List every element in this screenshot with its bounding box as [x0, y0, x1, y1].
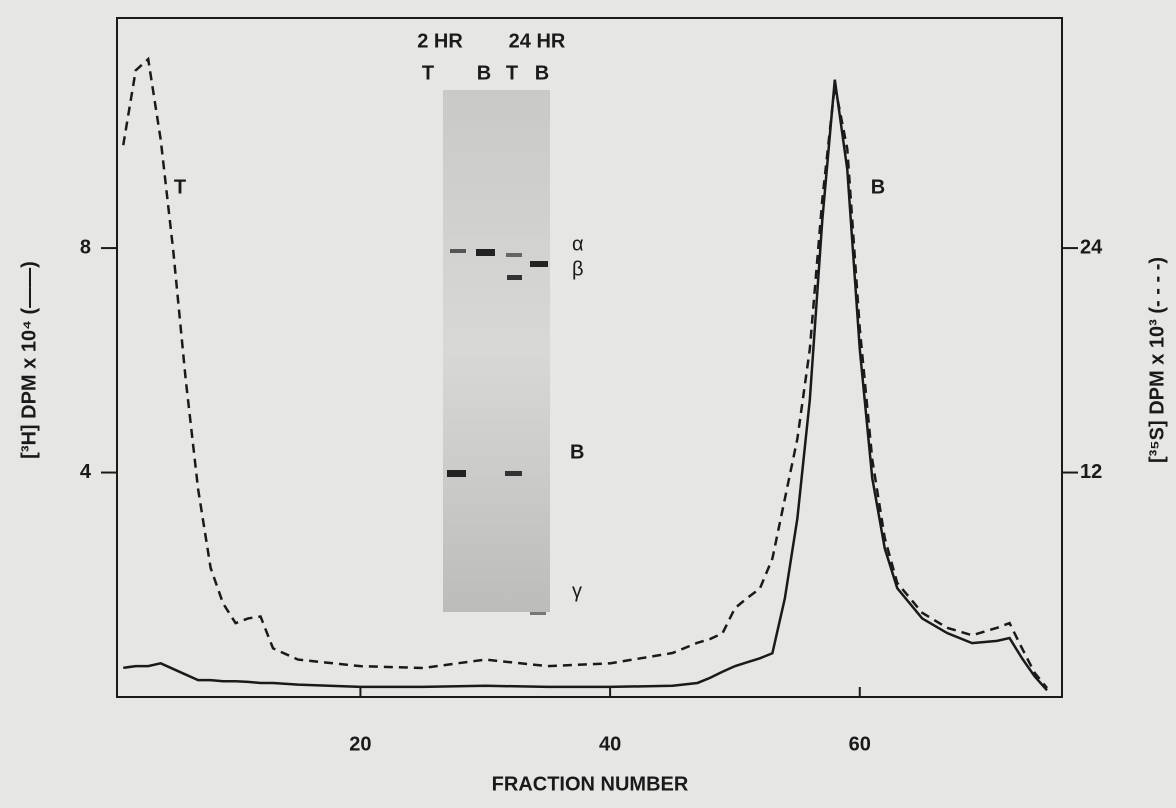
y2-axis-label: [³⁵S] DPM x 10³ (- - - -)	[1146, 257, 1168, 463]
inset-time-label: 24 HR	[509, 30, 566, 52]
inset-band-label: α	[572, 233, 584, 255]
gel-band	[505, 471, 522, 476]
annotation: T	[174, 176, 186, 198]
gel-band	[507, 275, 522, 280]
gel-band	[506, 253, 522, 257]
x-tick-label: 40	[599, 733, 621, 755]
data-line	[123, 79, 1048, 692]
gel-inset	[443, 90, 550, 615]
inset-time-label: 2 HR	[417, 30, 463, 52]
inset-band-label: β	[572, 258, 584, 280]
x-axis-label: FRACTION NUMBER	[492, 773, 689, 795]
inset-lane-label: B	[535, 62, 549, 84]
inset-lane-label: T	[422, 62, 434, 84]
gel-band	[476, 249, 495, 256]
gel-band	[450, 249, 466, 253]
annotation: B	[871, 176, 885, 198]
plot-frame	[116, 17, 1063, 698]
gel-band	[530, 261, 548, 267]
y-tick-label: 8	[80, 236, 91, 258]
inset-band-label: γ	[572, 580, 582, 602]
x-tick-label: 60	[849, 733, 871, 755]
gel	[443, 90, 550, 612]
gel-band	[447, 470, 466, 477]
inset-lane-label: T	[506, 62, 518, 84]
y-axis-label: [³H] DPM x 10⁴ (——)	[18, 261, 40, 459]
y2-tick-label: 12	[1080, 461, 1102, 483]
inset-lane-label: B	[477, 62, 491, 84]
data-line	[122, 56, 1048, 689]
gel-band	[530, 612, 546, 615]
y-tick-label: 4	[80, 461, 92, 483]
inset-band-label: B	[570, 441, 584, 463]
x-tick-label: 20	[349, 733, 371, 755]
y2-tick-label: 24	[1080, 236, 1103, 258]
